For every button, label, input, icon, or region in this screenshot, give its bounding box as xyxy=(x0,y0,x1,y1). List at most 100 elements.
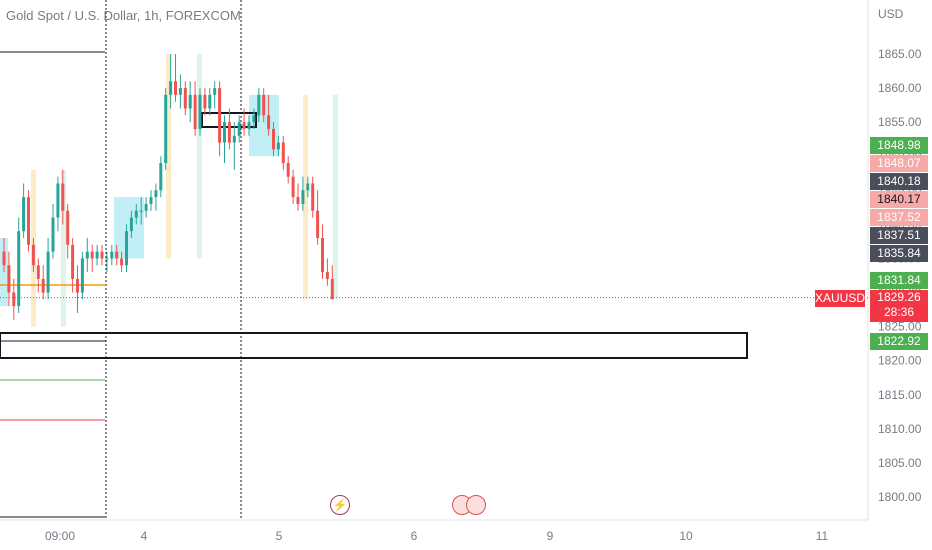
candle-body xyxy=(203,94,207,109)
price-label-tag: 1840.18 xyxy=(870,173,928,190)
candle-body xyxy=(76,278,79,293)
candle-body xyxy=(36,265,40,279)
candle-body xyxy=(281,142,285,164)
x-tick-label: 5 xyxy=(276,529,283,543)
candle-body xyxy=(95,251,99,259)
candle-body xyxy=(149,197,153,204)
candle-body xyxy=(56,183,60,218)
candle-body xyxy=(154,190,158,198)
price-label-tag: 1822.92 xyxy=(870,333,928,350)
price-label-tag: 1831.84 xyxy=(870,272,928,289)
y-tick-label: 1855.00 xyxy=(878,115,922,129)
candle-body xyxy=(291,176,295,198)
zone-green-1 xyxy=(61,169,66,327)
candle-body xyxy=(2,251,6,266)
candle-body xyxy=(296,197,300,204)
candle-body xyxy=(247,122,251,129)
chart-title: Gold Spot / U.S. Dollar, 1h, FOREXCOM xyxy=(6,8,241,23)
zone-orange-2 xyxy=(166,54,171,259)
candle-body xyxy=(301,190,305,204)
candle-body xyxy=(267,115,271,129)
candle-body xyxy=(242,122,246,129)
zone-orange-3 xyxy=(303,94,308,300)
candle-body xyxy=(306,183,310,191)
candle-body xyxy=(223,122,226,143)
x-tick-label: 09:00 xyxy=(45,529,75,543)
candle-body xyxy=(46,251,50,293)
candle-body xyxy=(51,217,55,252)
candle-body xyxy=(330,278,334,300)
zone-green-3 xyxy=(333,94,338,300)
y-tick-label: 1810.00 xyxy=(878,422,922,436)
candle-body xyxy=(139,210,143,212)
x-tick-label: 11 xyxy=(816,529,829,543)
y-tick-label: 1825.00 xyxy=(878,320,922,334)
candle-body xyxy=(286,163,290,177)
candle-body xyxy=(232,135,236,143)
us-flag-event-icon-2[interactable] xyxy=(466,495,486,515)
candle-body xyxy=(71,244,75,279)
symbol-tag: XAUUSD xyxy=(815,290,866,307)
candle-body xyxy=(237,122,241,136)
candle-body xyxy=(193,94,197,129)
x-tick-label: 10 xyxy=(679,529,693,543)
candle-body xyxy=(262,94,266,116)
candle-body xyxy=(325,272,329,279)
candle-body xyxy=(276,142,280,150)
candle-body xyxy=(316,210,320,239)
price-label-tag: 1837.51 xyxy=(870,227,928,244)
candle-body xyxy=(61,183,65,211)
candle-body xyxy=(41,278,45,293)
bar-countdown: 28:36 xyxy=(883,305,915,319)
candle-body xyxy=(321,238,324,273)
candle-body xyxy=(252,115,256,123)
candle-body xyxy=(272,128,275,150)
candle-body xyxy=(7,265,11,293)
x-tick-label: 6 xyxy=(411,529,418,543)
candle-body xyxy=(90,251,94,259)
candle-body xyxy=(208,94,212,109)
zone-cyan-2 xyxy=(114,197,144,259)
y-tick-label: 1860.00 xyxy=(878,81,922,95)
candle-body xyxy=(311,183,315,211)
candle-body xyxy=(213,88,217,95)
candle-body xyxy=(129,217,133,232)
candle-body xyxy=(198,94,202,129)
flash-event-icon[interactable]: ⚡ xyxy=(330,495,350,515)
candle-body xyxy=(22,197,26,232)
candle-body xyxy=(134,210,138,218)
candle-body xyxy=(183,88,187,109)
candle-body xyxy=(227,122,231,143)
candle-body xyxy=(115,251,119,259)
y-tick-label: 1805.00 xyxy=(878,456,922,470)
price-label-tag: 1837.52 xyxy=(870,209,928,226)
y-tick-label: 1815.00 xyxy=(878,388,922,402)
candle-body xyxy=(159,163,163,191)
candle-body xyxy=(178,88,182,95)
price-label-tag: 1840.17 xyxy=(870,191,928,208)
candle-body xyxy=(80,258,84,293)
zone-box-main xyxy=(0,332,748,359)
candle-body xyxy=(31,244,35,266)
candle-body xyxy=(144,203,148,211)
candle-body xyxy=(169,81,173,95)
y-tick-label: 1865.00 xyxy=(878,47,922,61)
zone-green-2 xyxy=(197,54,202,259)
price-label-tag: 1848.07 xyxy=(870,155,928,172)
candle-body xyxy=(100,251,104,259)
candle-body xyxy=(188,94,192,109)
price-label-tag: 1835.84 xyxy=(870,245,928,262)
y-tick-label: 1820.00 xyxy=(878,354,922,368)
candle-body xyxy=(120,258,124,266)
candle-body xyxy=(27,197,30,245)
y-tick-label: 1800.00 xyxy=(878,490,922,504)
candle-body xyxy=(174,81,177,95)
currency-label: USD xyxy=(878,7,904,21)
candle-body xyxy=(17,231,21,307)
candle-body xyxy=(85,251,89,259)
last-price: 1829.26 xyxy=(877,290,921,304)
candle-body xyxy=(66,210,70,245)
last-price-tag: 1829.26 28:36 xyxy=(870,290,928,322)
candle-body xyxy=(218,88,222,143)
